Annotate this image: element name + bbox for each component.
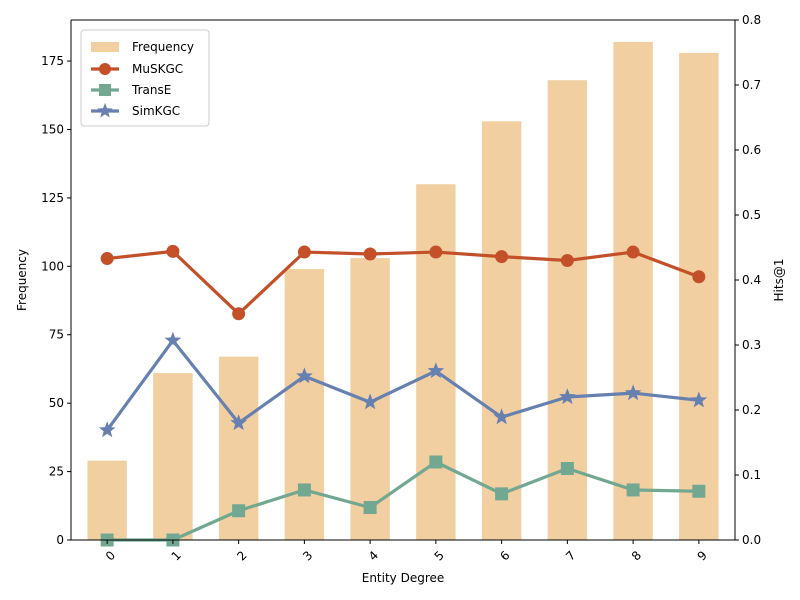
series-line xyxy=(107,460,699,542)
right-tick-label: 0.5 xyxy=(742,208,761,222)
legend-label: SimKGC xyxy=(132,104,180,118)
right-tick-label: 0.6 xyxy=(742,143,761,157)
left-tick-label: 0 xyxy=(56,533,64,547)
legend-label: TransE xyxy=(131,83,171,97)
right-tick-label: 0.8 xyxy=(742,13,761,27)
marker-star xyxy=(493,408,510,425)
right-tick-label: 0.1 xyxy=(742,468,761,482)
marker-square xyxy=(99,84,111,96)
bar-frequency xyxy=(153,373,193,540)
marker-square xyxy=(626,483,640,497)
marker-star xyxy=(97,102,113,118)
marker-circle xyxy=(429,245,443,259)
bar-frequency xyxy=(87,460,127,540)
bar-frequency xyxy=(481,121,522,541)
right-tick-label: 0.2 xyxy=(742,403,761,417)
series-line xyxy=(106,249,700,316)
marker-star xyxy=(230,414,247,431)
marker-square xyxy=(560,462,574,475)
marker-star xyxy=(427,362,445,379)
legend-label: MuSKGC xyxy=(132,62,183,76)
left-tick-label: 150 xyxy=(41,122,64,136)
right-tick-label: 0.0 xyxy=(742,533,761,547)
marker-star xyxy=(690,391,708,408)
series-simkgc xyxy=(98,331,708,438)
right-tick-label: 0.4 xyxy=(742,273,761,287)
bar-frequency xyxy=(679,52,719,541)
series-muskgc xyxy=(100,244,706,321)
marker-circle xyxy=(692,270,706,284)
marker-circle xyxy=(297,245,311,259)
left-tick-label: 50 xyxy=(49,396,64,410)
left-tick-label: 125 xyxy=(41,191,64,205)
legend-item-transe: TransE xyxy=(91,83,171,97)
marker-circle xyxy=(626,245,640,259)
marker-star xyxy=(98,421,116,438)
legend-label-frequency: Frequency xyxy=(132,40,194,54)
marker-circle xyxy=(99,63,111,75)
bar-frequency xyxy=(416,184,456,541)
left-axis-title: Frequency xyxy=(15,249,29,311)
marker-circle xyxy=(495,250,509,264)
legend-frame xyxy=(80,29,210,127)
series-transe xyxy=(100,455,706,547)
marker-square xyxy=(429,455,443,469)
marker-square xyxy=(495,487,509,501)
bar-frequency xyxy=(613,41,653,540)
lines-layer xyxy=(98,244,708,547)
marker-square xyxy=(363,501,377,514)
marker-star xyxy=(296,367,313,384)
marker-star xyxy=(559,388,576,405)
marker-square xyxy=(297,483,311,497)
axes-layer: 0 25 50 75 100 125 150 175 0.0 0.1 0.2 0.3 0.4 0.5 0.6… xyxy=(15,13,786,585)
left-tick-label: 25 xyxy=(49,465,64,479)
marker-circle xyxy=(232,307,246,321)
series-line xyxy=(105,338,700,432)
marker-star xyxy=(164,331,182,348)
marker-star xyxy=(624,384,642,401)
marker-circle xyxy=(166,244,180,258)
x-axis-title: Entity Degree xyxy=(362,571,445,585)
legend: Frequency MuSKGC TransE SimKGC xyxy=(80,29,210,127)
legend-swatch-frequency xyxy=(91,42,119,52)
right-axis-title: Hits@1 xyxy=(772,259,786,302)
marker-square xyxy=(232,504,246,518)
left-tick-label: 175 xyxy=(41,54,64,68)
legend-item-muskgc: MuSKGC xyxy=(91,62,183,76)
bar-frequency xyxy=(284,269,325,540)
right-tick-label: 0.3 xyxy=(742,338,761,352)
marker-star xyxy=(361,393,379,410)
marker-circle xyxy=(363,247,377,261)
marker-circle xyxy=(560,254,574,267)
left-tick-label: 75 xyxy=(49,328,64,342)
marker-square xyxy=(692,484,706,498)
legend-item-simkgc: SimKGC xyxy=(91,102,180,118)
marker-circle xyxy=(100,252,114,266)
right-tick-label: 0.7 xyxy=(742,78,761,92)
left-tick-label: 100 xyxy=(41,259,64,273)
